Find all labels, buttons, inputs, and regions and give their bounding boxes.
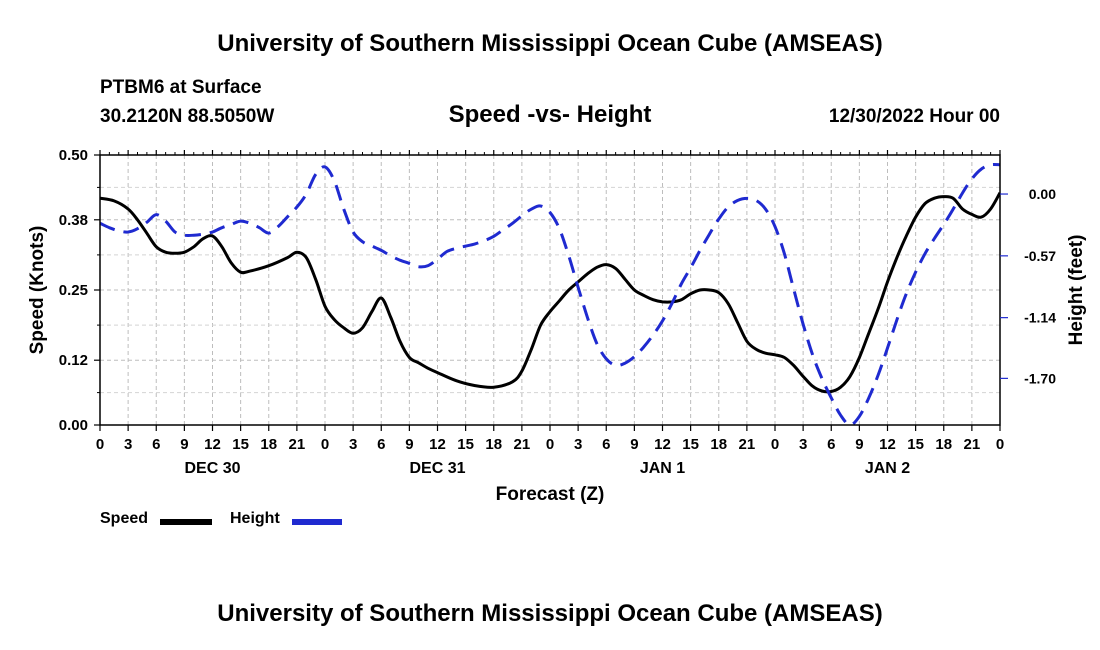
footer-title: University of Southern Mississippi Ocean… <box>217 600 883 627</box>
x-tick-label: 3 <box>574 436 582 453</box>
y-axis-right-title: Height (feet) <box>1066 235 1087 346</box>
series-lines <box>99 162 1002 427</box>
y-axis-left-title: Speed (Knots) <box>27 226 48 355</box>
x-tick-label: 0 <box>771 436 779 453</box>
main-title: University of Southern Mississippi Ocean… <box>217 30 883 57</box>
x-tick-label: 12 <box>879 436 896 453</box>
axes: 0 3 6 9 12 15 18 21 0 3 6 9 12 15 18 21 0 3 6 9 12 15 18 21 0 3 6 9… <box>59 147 1056 477</box>
x-tick-label: 6 <box>602 436 610 453</box>
x-tick-label: 0 <box>96 436 104 453</box>
day-label: JAN 1 <box>640 460 685 477</box>
x-tick-label: 0 <box>546 436 554 453</box>
x-tick-label: 6 <box>377 436 385 453</box>
y-left-tick-label: 0.50 <box>59 147 88 164</box>
x-tick-label: 0 <box>996 436 1004 453</box>
x-tick-label: 21 <box>514 436 531 453</box>
x-tick-label: 9 <box>405 436 413 453</box>
x-tick-label: 3 <box>124 436 132 453</box>
station-label: PTBM6 at Surface <box>100 77 262 98</box>
x-tick-label: 9 <box>630 436 638 453</box>
legend-height-swatch <box>292 519 342 525</box>
x-tick-label: 12 <box>429 436 446 453</box>
day-label: DEC 31 <box>409 460 465 477</box>
x-tick-label: 21 <box>964 436 981 453</box>
x-tick-label: 9 <box>180 436 188 453</box>
x-tick-label: 18 <box>485 436 502 453</box>
x-tick-label: 18 <box>260 436 277 453</box>
y-left-tick-label: 0.12 <box>59 352 88 369</box>
day-label: DEC 30 <box>184 460 240 477</box>
x-tick-label: 15 <box>232 436 249 453</box>
y-left-tick-label: 0.25 <box>59 282 88 299</box>
x-tick-label: 15 <box>457 436 474 453</box>
y-left-tick-label: 0.38 <box>59 212 88 229</box>
grid-lines <box>100 155 1000 425</box>
series-line-speed <box>99 192 1002 394</box>
y-right-tick-label: -0.57 <box>1024 248 1056 264</box>
x-tick-label: 18 <box>935 436 952 453</box>
forecast-datestamp: 12/30/2022 Hour 00 <box>828 106 1000 127</box>
station-coordinates: 30.2120N 88.5050W <box>100 106 275 127</box>
x-tick-label: 3 <box>799 436 807 453</box>
x-tick-label: 18 <box>710 436 727 453</box>
legend-speed-label: Speed <box>100 510 149 527</box>
x-tick-label: 9 <box>855 436 863 453</box>
x-tick-label: 21 <box>739 436 756 453</box>
x-tick-label: 15 <box>682 436 699 453</box>
series-line-height <box>99 162 1001 427</box>
x-tick-label: 6 <box>152 436 160 453</box>
y-right-tick-label: 0.00 <box>1029 186 1056 202</box>
x-tick-label: 0 <box>321 436 329 453</box>
chart-subtitle: Speed -vs- Height <box>448 101 652 128</box>
day-label: JAN 2 <box>865 460 910 477</box>
legend-height-label: Height <box>230 510 280 527</box>
x-axis-title: Forecast (Z) <box>496 484 605 505</box>
y-right-tick-label: -1.14 <box>1024 310 1056 326</box>
x-tick-label: 3 <box>349 436 357 453</box>
x-tick-label: 12 <box>204 436 221 453</box>
legend-speed-swatch <box>160 519 212 525</box>
x-tick-label: 15 <box>907 436 924 453</box>
y-right-tick-label: -1.70 <box>1024 370 1056 386</box>
x-tick-label: 12 <box>654 436 671 453</box>
x-tick-label: 21 <box>289 436 306 453</box>
y-left-tick-label: 0.00 <box>59 417 88 434</box>
x-tick-label: 6 <box>827 436 835 453</box>
